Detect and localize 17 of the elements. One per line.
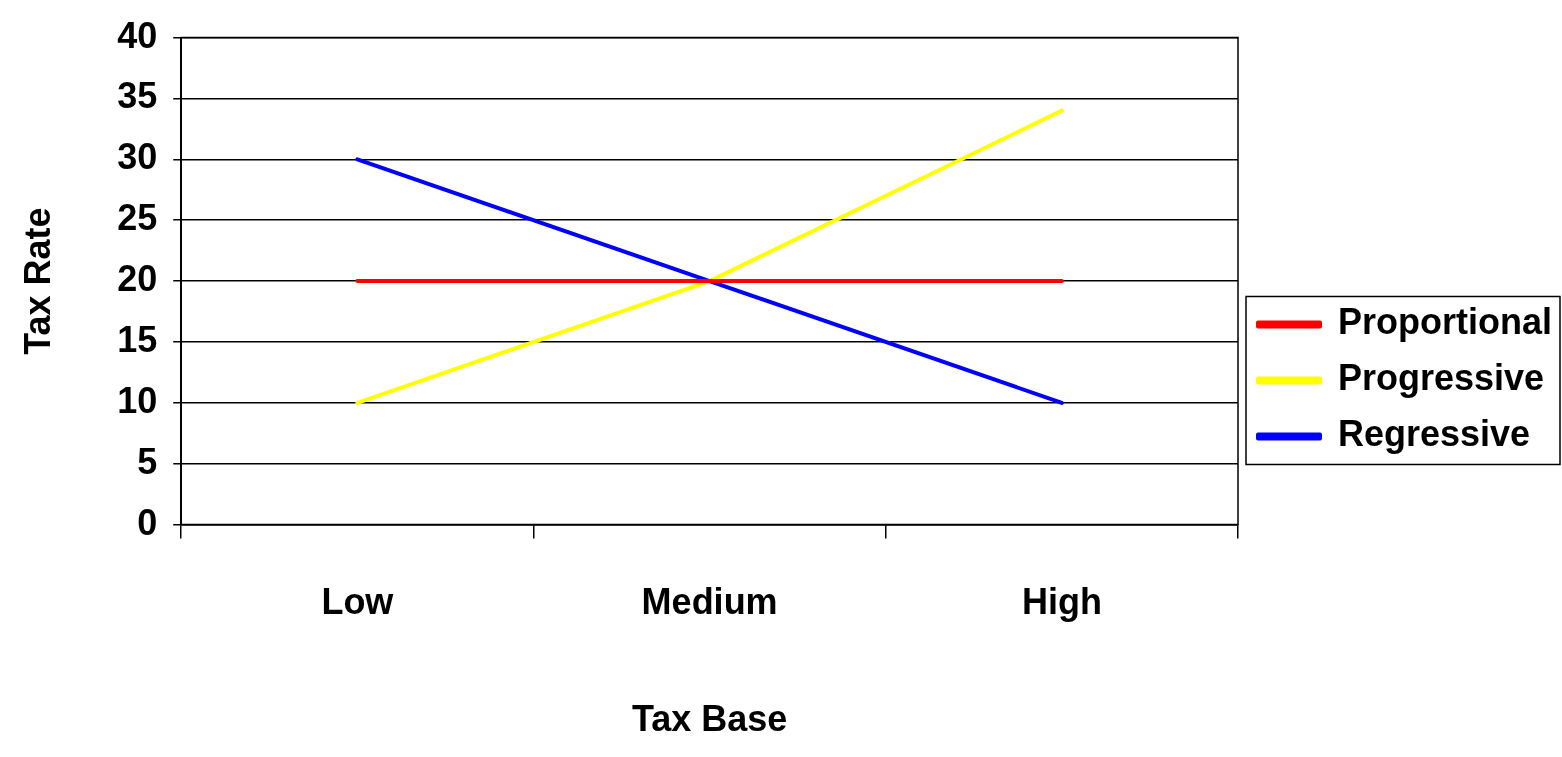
x-tick-label: Medium	[641, 581, 778, 623]
y-tick-label: 35	[117, 75, 158, 117]
y-tick-label: 15	[117, 318, 158, 360]
y-tick-label: 20	[117, 258, 158, 300]
legend-label: Regressive	[1338, 413, 1531, 455]
y-axis-title: Tax Rate	[16, 207, 58, 355]
x-tick-label: Low	[321, 581, 395, 623]
x-axis-title: Tax Base	[631, 698, 788, 740]
y-tick-label: 25	[117, 197, 158, 239]
y-tick-label: 30	[117, 136, 158, 178]
legend-label: Progressive	[1338, 357, 1545, 399]
x-tick-label: High	[1021, 581, 1102, 623]
y-tick-label: 0	[137, 501, 158, 543]
y-tick-label: 5	[137, 440, 158, 482]
y-tick-label: 40	[117, 14, 158, 56]
legend-label: Proportional	[1338, 301, 1552, 343]
y-tick-label: 10	[117, 379, 158, 421]
